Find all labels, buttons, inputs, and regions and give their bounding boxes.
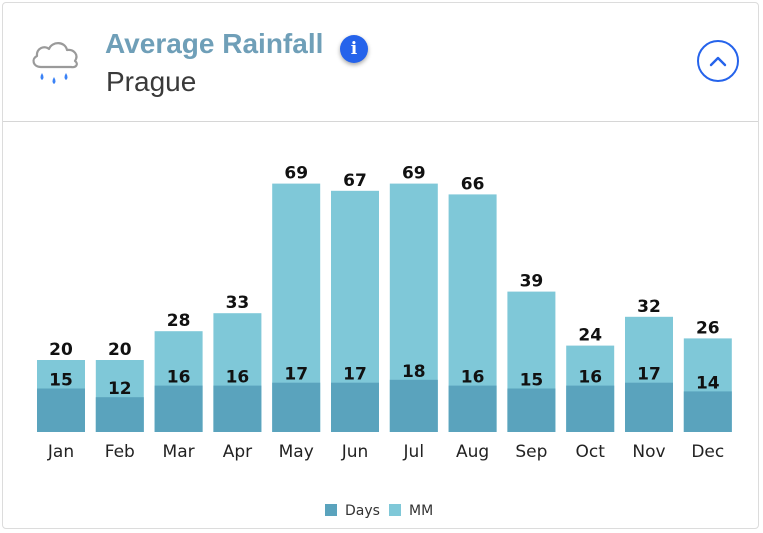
label-mm-jun: 67	[343, 171, 367, 191]
collapse-button[interactable]	[697, 40, 739, 82]
x-tick-nov: Nov	[632, 442, 665, 462]
x-tick-jan: Jan	[47, 442, 74, 462]
chart-title: Average Rainfall	[105, 28, 324, 59]
chart-subtitle: Prague	[106, 66, 197, 97]
label-days-aug: 16	[461, 368, 485, 388]
label-days-jun: 17	[343, 365, 367, 385]
label-mm-feb: 20	[108, 340, 132, 360]
legend-swatch-days	[325, 504, 337, 516]
label-days-oct: 16	[578, 368, 602, 388]
x-tick-jun: Jun	[341, 442, 369, 462]
label-days-jul: 18	[402, 362, 426, 382]
card-header: Average Rainfall Prague i	[3, 3, 758, 122]
label-days-sep: 15	[520, 371, 544, 391]
legend-swatch-mm	[389, 504, 401, 516]
x-tick-mar: Mar	[163, 442, 195, 462]
bar-days-jan	[37, 388, 85, 432]
x-tick-may: May	[279, 442, 314, 462]
bar-days-oct	[566, 385, 615, 432]
bar-days-apr	[213, 385, 262, 432]
bar-days-dec	[683, 391, 732, 432]
label-mm-aug: 66	[461, 174, 485, 194]
chevron-up-icon	[709, 56, 727, 67]
label-days-may: 17	[284, 365, 308, 385]
label-mm-may: 69	[284, 164, 308, 184]
bar-days-aug	[448, 385, 497, 432]
label-days-feb: 12	[108, 379, 132, 399]
label-mm-jul: 69	[402, 164, 426, 184]
x-tick-jul: Jul	[403, 442, 425, 462]
x-tick-aug: Aug	[456, 442, 489, 462]
label-days-jan: 15	[49, 371, 73, 391]
label-mm-apr: 33	[226, 293, 250, 313]
label-mm-nov: 32	[637, 297, 661, 317]
label-days-dec: 14	[696, 373, 720, 393]
x-tick-feb: Feb	[105, 442, 135, 462]
x-tick-dec: Dec	[691, 442, 724, 462]
label-days-nov: 17	[637, 365, 661, 385]
legend-label-days: Days	[345, 503, 380, 519]
bar-days-jul	[389, 379, 438, 432]
bar-days-sep	[507, 388, 556, 432]
label-mm-sep: 39	[520, 272, 544, 292]
x-tick-oct: Oct	[575, 442, 605, 462]
label-days-mar: 16	[167, 368, 191, 388]
label-mm-oct: 24	[578, 326, 602, 346]
bar-days-jun	[331, 382, 379, 432]
info-glyph: i	[350, 39, 358, 59]
label-mm-dec: 26	[696, 318, 720, 338]
bar-days-may	[272, 382, 321, 432]
bar-days-feb	[95, 397, 144, 432]
info-icon[interactable]: i	[340, 35, 368, 63]
label-mm-jan: 20	[49, 340, 73, 360]
x-tick-sep: Sep	[515, 442, 547, 462]
label-mm-mar: 28	[167, 311, 191, 331]
legend-label-mm: MM	[409, 503, 433, 519]
label-days-apr: 16	[226, 368, 250, 388]
rain-cloud-icon	[32, 42, 78, 84]
rainfall-chart: 20 15 Jan 20 12 Feb 28 16 Mar 33 16 Apr 69 17 May 67 17 J…	[37, 164, 732, 519]
bar-days-nov	[625, 382, 673, 432]
bar-days-mar	[154, 385, 203, 432]
x-tick-apr: Apr	[223, 442, 252, 462]
